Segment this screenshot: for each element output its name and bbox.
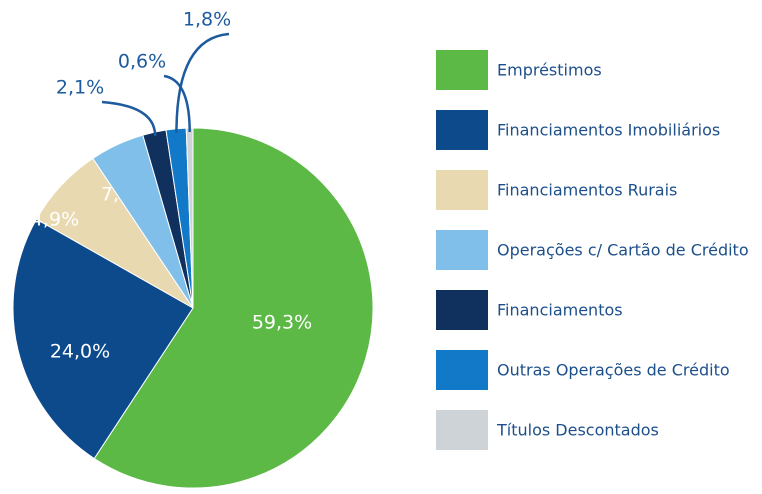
legend-swatch xyxy=(436,110,488,150)
leader-line xyxy=(175,32,230,133)
legend-swatch xyxy=(436,50,488,90)
data-label: 59,3% xyxy=(252,312,312,334)
legend-label: Operações c/ Cartão de Crédito xyxy=(497,241,749,260)
data-label: 1,8% xyxy=(183,9,231,31)
legend-label: Outras Operações de Crédito xyxy=(497,361,730,380)
legend-swatch xyxy=(436,410,488,450)
leader-line xyxy=(163,74,191,133)
legend-swatch xyxy=(436,350,488,390)
legend-swatch xyxy=(436,290,488,330)
pie-slice xyxy=(12,218,194,460)
legend-label: Empréstimos xyxy=(497,61,602,80)
legend-swatch xyxy=(436,170,488,210)
data-label: 2,1% xyxy=(56,77,104,99)
pie-slice xyxy=(93,127,374,489)
data-label: 0,6% xyxy=(118,51,166,73)
legend-label: Financiamentos Imobiliários xyxy=(497,121,720,140)
data-label: 24,0% xyxy=(50,341,110,363)
data-label: 4,9% xyxy=(31,209,79,231)
legend-label: Títulos Descontados xyxy=(496,421,659,440)
legend-label: Financiamentos xyxy=(497,301,623,320)
legend-label: Financiamentos Rurais xyxy=(497,181,677,200)
legend-swatch xyxy=(436,230,488,270)
leader-line xyxy=(101,100,157,137)
